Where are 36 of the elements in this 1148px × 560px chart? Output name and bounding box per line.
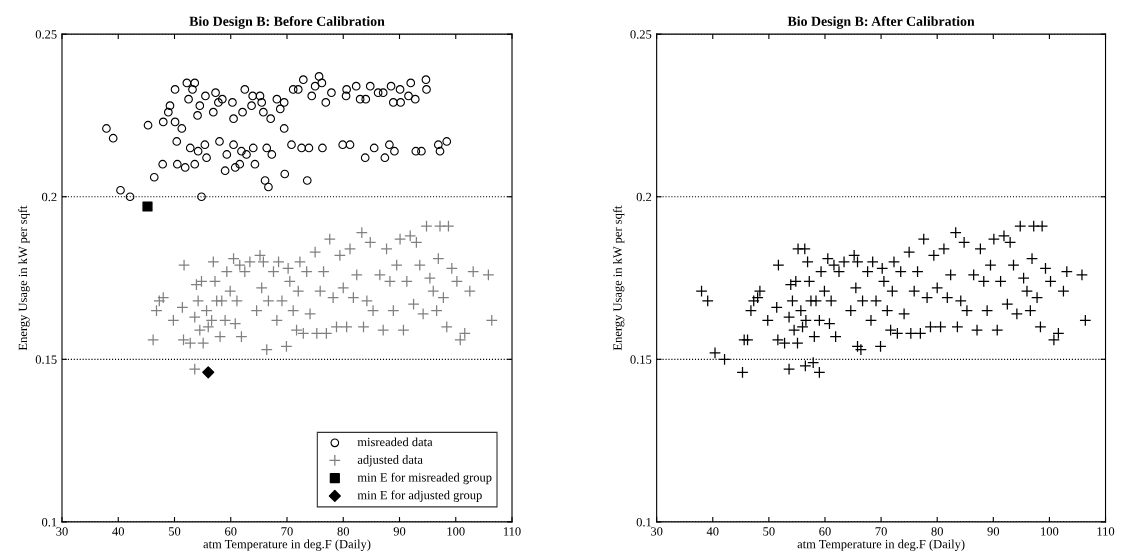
x-tick-label: 30: [56, 527, 68, 536]
x-tick-label: 80: [337, 527, 350, 536]
x-axis-title: atm Temperature in deg.F (Daily): [797, 539, 965, 551]
x-tick-label: 50: [763, 527, 775, 536]
x-tick-label: 30: [651, 527, 663, 536]
y-axis-title: Energy Usage in kW per sqft: [18, 205, 30, 351]
y-tick-label: 0.2: [636, 192, 652, 202]
x-tick-label: 40: [112, 527, 125, 536]
legend-label: adjusted data: [357, 455, 423, 467]
chart-title: Bio Design B: Before Calibration: [189, 16, 385, 29]
x-tick-label: 110: [1097, 527, 1115, 536]
y-tick-label: 0.1: [636, 517, 652, 527]
legend-label: min E for adjusted group: [357, 490, 482, 502]
y-tick-label: 0.2: [41, 192, 57, 202]
x-tick-label: 40: [706, 527, 719, 536]
y-tick-label: 0.25: [35, 30, 57, 39]
x-tick-label: 60: [819, 527, 831, 536]
x-tick-label: 110: [503, 527, 521, 536]
y-axis-title: Energy Usage in kW per sqft: [612, 205, 625, 351]
x-tick-label: 90: [987, 527, 1000, 536]
x-tick-label: 80: [931, 527, 943, 536]
legend-label: misreaded data: [357, 437, 433, 447]
y-tick-label: 0.15: [630, 355, 652, 364]
x-tick-label: 100: [447, 527, 465, 536]
y-tick-label: 0.25: [630, 30, 652, 39]
x-tick-label: 50: [168, 527, 181, 536]
x-tick-label: 70: [875, 527, 887, 536]
x-tick-label: 60: [225, 527, 237, 536]
legend-label: min E for misreaded group: [357, 472, 492, 485]
y-tick-label: 0.15: [35, 355, 57, 364]
x-axis-title: atm Temperature in deg.F (Daily): [203, 539, 371, 551]
x-tick-label: 70: [281, 527, 293, 536]
x-tick-label: 90: [393, 527, 406, 536]
chart-title: Bio Design B: After Calibration: [787, 16, 975, 29]
x-tick-label: 100: [1041, 527, 1059, 536]
y-tick-label: 0.1: [41, 517, 57, 527]
